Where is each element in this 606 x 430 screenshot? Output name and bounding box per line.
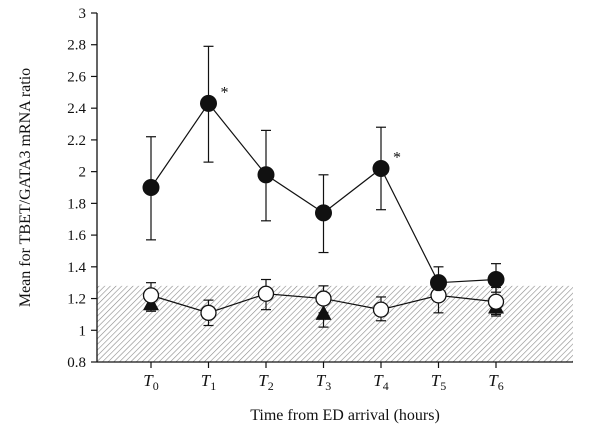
axes: 0.8 1 1.2 1.4 1.6 1.8 2 2.2 2.4 2.6 2.8 3 T0 T1 T2 T3 T4…	[67, 6, 573, 393]
significance-marker: *	[393, 149, 401, 166]
y-tick-label: 2.4	[67, 101, 86, 117]
x-tick-label: T3	[316, 371, 331, 393]
open-circle-marker	[487, 293, 505, 310]
filled-circle-marker	[487, 271, 505, 289]
x-tick-label: T0	[143, 371, 158, 393]
x-tick-label: T1	[201, 371, 216, 393]
x-tick-label: T5	[431, 371, 446, 393]
triangle-marker	[315, 304, 332, 320]
y-tick-label: 1.2	[67, 292, 86, 308]
y-tick-label: 1	[79, 323, 87, 339]
x-tick-label: T4	[373, 371, 388, 393]
plot-marks: **	[142, 45, 505, 328]
y-tick-label: 2	[79, 165, 87, 181]
filled-circle-marker	[142, 179, 160, 196]
y-tick-label: 0.8	[67, 355, 86, 371]
filled-circle-marker	[372, 159, 390, 177]
y-tick-label: 2.2	[67, 133, 86, 149]
y-tick-label: 1.6	[67, 228, 86, 244]
y-tick-label: 2.6	[67, 69, 86, 85]
x-tick-label: T6	[488, 371, 503, 393]
open-circle-marker	[200, 304, 217, 321]
open-circle-marker	[315, 290, 332, 307]
significance-marker: *	[221, 84, 229, 101]
y-tick-label: 1.8	[67, 196, 86, 212]
open-circle-marker	[142, 287, 160, 304]
open-circle-marker	[257, 285, 275, 302]
y-axis-title: Mean for TBET/GATA3 mRNA ratio	[17, 68, 34, 307]
filled-circle-marker	[315, 204, 332, 222]
filled-circle-marker	[430, 274, 447, 292]
y-tick-label: 2.8	[67, 38, 86, 54]
x-axis-title: Time from ED arrival (hours)	[250, 407, 440, 424]
y-tick-label: 1.4	[67, 260, 86, 276]
filled-circle-marker	[257, 166, 275, 184]
filled-circle-marker	[200, 94, 217, 112]
y-tick-label: 3	[79, 6, 87, 22]
open-circle-marker	[372, 301, 390, 318]
x-tick-label: T2	[258, 371, 273, 393]
